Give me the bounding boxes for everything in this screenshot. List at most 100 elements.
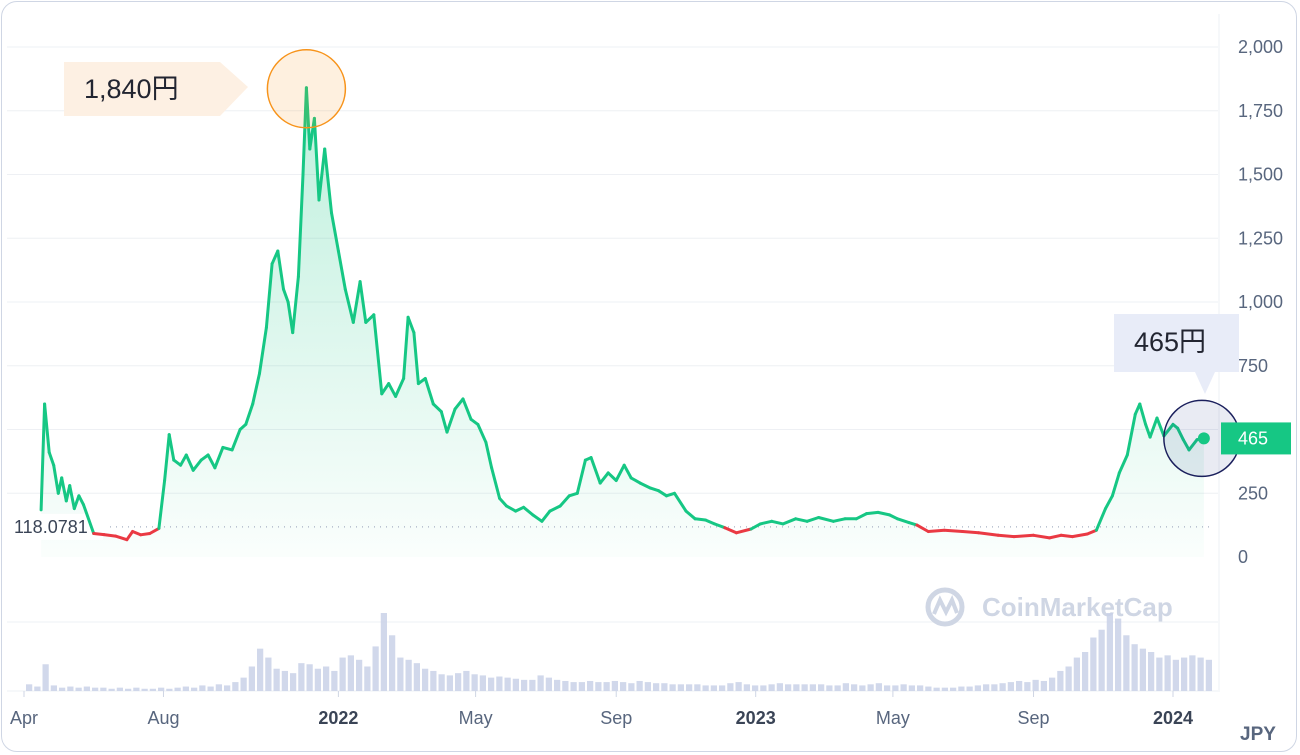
volume-bar <box>347 655 354 691</box>
peak-marker[interactable] <box>266 49 347 129</box>
price-line-segment <box>282 287 290 304</box>
currency-label: JPY <box>1240 724 1276 745</box>
price-line-segment <box>1162 422 1175 438</box>
volume-bar <box>570 682 577 691</box>
volume-bar <box>776 683 783 691</box>
volume-bar <box>108 688 115 691</box>
volume-bar <box>529 679 536 691</box>
price-line-segment <box>167 433 176 462</box>
x-tick-label: May <box>876 708 910 728</box>
price-line-segment <box>291 275 300 335</box>
volume-bar <box>224 685 231 691</box>
volume-bar <box>941 687 948 691</box>
volume-bar <box>331 670 338 691</box>
volume-bar <box>273 668 280 691</box>
volume-bar <box>446 675 453 691</box>
volume-bar <box>75 687 82 691</box>
price-line-segment <box>453 397 465 411</box>
price-line-segment <box>179 453 188 467</box>
volume-bar <box>1148 652 1155 691</box>
price-line-segment <box>82 503 96 535</box>
volume-bar <box>471 674 478 691</box>
price-line-segment <box>439 410 449 434</box>
price-line-segment <box>372 313 384 396</box>
volume-bar <box>174 687 181 691</box>
price-line-segment <box>942 528 965 533</box>
volume-bar <box>1156 657 1163 691</box>
volume-bar <box>438 674 445 691</box>
volume-bar <box>925 686 932 691</box>
volume-bar <box>644 682 651 691</box>
volume-bar <box>512 678 519 691</box>
price-line-segment <box>312 116 321 202</box>
price-line-segment <box>431 402 443 414</box>
volume-bar <box>801 684 808 691</box>
price-line-segment <box>92 532 106 537</box>
volume-bar <box>405 659 412 691</box>
volume-bar <box>867 684 874 691</box>
price-line-segment <box>1187 438 1199 452</box>
price-line-segment <box>258 326 268 375</box>
price-line-segment <box>896 517 911 525</box>
volume-bar <box>991 684 998 691</box>
volume-bar <box>842 683 849 691</box>
y-tick-label: 2,000 <box>1238 37 1283 57</box>
price-line-segment <box>598 471 610 485</box>
volume-bar <box>504 677 511 691</box>
volume-bar <box>521 679 528 691</box>
price-line-segment <box>854 512 869 521</box>
price-line-segment <box>264 262 274 329</box>
price-line-segment <box>461 397 473 421</box>
volume-bar <box>380 613 387 691</box>
volume-bar <box>1007 682 1014 691</box>
price-line-segment <box>684 509 697 521</box>
price-line-segment <box>412 331 420 386</box>
price-line-segment <box>794 517 809 523</box>
volume-bar <box>479 675 486 691</box>
volume-bar <box>1197 657 1204 691</box>
volume-bar <box>1024 682 1031 691</box>
y-tick-label: 1,250 <box>1238 228 1283 248</box>
volume-bar <box>141 688 148 691</box>
price-line-segment <box>402 315 410 380</box>
price-line-segment <box>831 517 847 523</box>
volume-bar <box>182 686 189 691</box>
price-line-segment <box>423 377 435 406</box>
price-line-segment <box>1070 532 1089 539</box>
volume-bar <box>933 687 940 691</box>
price-line-segment <box>68 484 76 511</box>
price-line-segment <box>139 532 152 537</box>
volume-bar <box>743 684 750 691</box>
volume-bar <box>1073 657 1080 691</box>
volume-bar <box>752 685 759 691</box>
volume-bar <box>1164 655 1171 691</box>
price-line-segment <box>244 402 255 426</box>
price-line-segment <box>749 522 762 531</box>
x-tick-label: May <box>459 708 493 728</box>
price-line-segment <box>394 377 406 398</box>
volume-bar <box>1106 613 1113 691</box>
volume-bar <box>496 676 503 691</box>
price-line-segment <box>606 471 618 482</box>
price-line-segment <box>323 147 333 215</box>
volume-bar <box>785 684 792 691</box>
x-tick-label: Aug <box>147 708 179 728</box>
volume-bar <box>430 670 437 691</box>
price-line-segment <box>213 445 225 470</box>
price-line-segment <box>52 463 60 495</box>
volume-bar <box>719 685 726 691</box>
volume-bar <box>999 683 1006 691</box>
price-line-segment <box>522 505 535 517</box>
current-price-badge <box>1221 422 1291 455</box>
volume-bar <box>116 687 123 691</box>
volume-bar <box>735 682 742 691</box>
volume-bar <box>702 685 709 691</box>
volume-bar <box>50 685 57 691</box>
price-line-segment <box>758 519 774 526</box>
price-line-segment <box>125 530 135 542</box>
volume-bar <box>364 666 371 691</box>
volume-bar <box>290 673 297 691</box>
price-line-segment <box>1104 494 1114 511</box>
volume-bar <box>265 657 272 691</box>
